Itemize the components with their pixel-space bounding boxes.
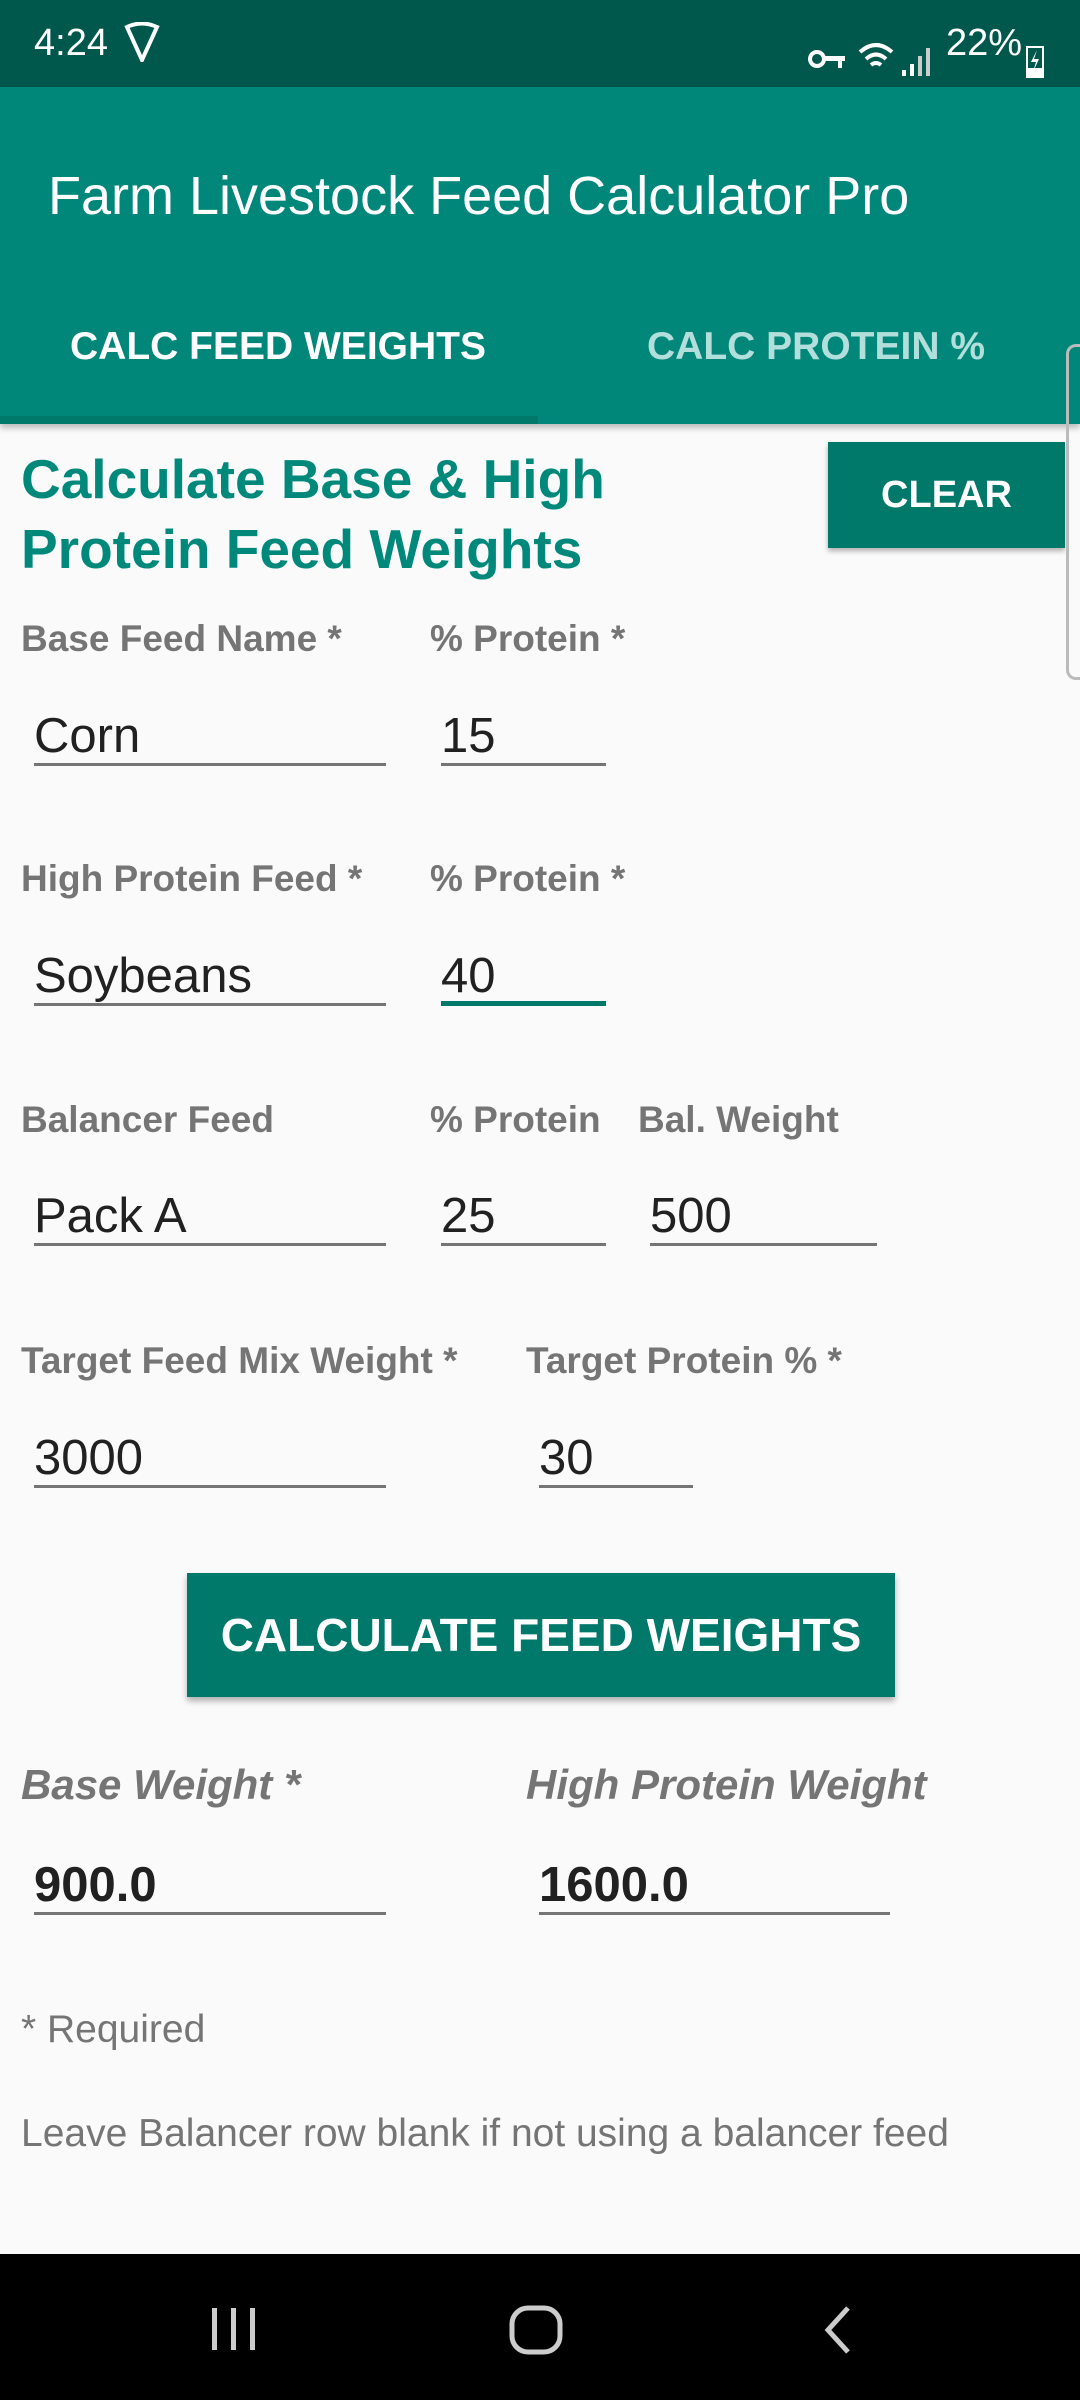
vpn-shield-icon xyxy=(124,22,160,62)
battery-charging-icon xyxy=(1026,46,1044,78)
base-protein-label: % Protein * xyxy=(430,618,626,659)
battery-percent: 22% xyxy=(946,22,1023,64)
bal-weight-input[interactable]: 500 xyxy=(650,1186,877,1246)
high-weight-output: 1600.0 xyxy=(539,1855,890,1915)
target-weight-label: Target Feed Mix Weight * xyxy=(21,1340,458,1381)
base-weight-label: Base Weight * xyxy=(21,1761,301,1808)
clear-button[interactable]: CLEAR xyxy=(828,442,1065,548)
high-weight-label: High Protein Weight xyxy=(526,1761,927,1808)
app-bar: Farm Livestock Feed Calculator Pro CALC … xyxy=(0,87,1080,424)
tab-indicator xyxy=(0,416,538,424)
signal-icon xyxy=(902,48,930,76)
back-icon[interactable] xyxy=(820,2304,856,2356)
high-feed-input[interactable]: Soybeans xyxy=(34,946,386,1006)
balancer-protein-input[interactable]: 25 xyxy=(441,1186,606,1246)
navigation-bar xyxy=(0,2254,1080,2400)
tab-calc-protein[interactable]: CALC PROTEIN % xyxy=(647,325,986,368)
calculate-feed-weights-button[interactable]: CALCULATE FEED WEIGHTS xyxy=(187,1573,895,1697)
key-icon xyxy=(808,50,845,68)
scrollbar[interactable] xyxy=(1066,344,1080,680)
home-icon[interactable] xyxy=(508,2304,564,2356)
recent-apps-icon[interactable] xyxy=(208,2306,260,2352)
wifi-icon xyxy=(858,43,894,67)
target-weight-input[interactable]: 3000 xyxy=(34,1428,386,1488)
required-note: * Required xyxy=(21,2008,206,2051)
balancer-feed-label: Balancer Feed xyxy=(21,1099,274,1140)
status-bar: 4:24 22% xyxy=(0,0,1080,87)
base-feed-label: Base Feed Name * xyxy=(21,618,342,659)
status-time: 4:24 xyxy=(34,22,108,64)
high-feed-label: High Protein Feed * xyxy=(21,858,363,899)
tab-calc-feed-weights[interactable]: CALC FEED WEIGHTS xyxy=(70,325,486,368)
target-protein-label: Target Protein % * xyxy=(526,1340,842,1381)
high-protein-input[interactable]: 40 xyxy=(441,946,606,1006)
target-protein-input[interactable]: 30 xyxy=(539,1428,693,1488)
high-protein-label: % Protein * xyxy=(430,858,626,899)
balancer-note: Leave Balancer row blank if not using a … xyxy=(21,2112,949,2155)
base-weight-output: 900.0 xyxy=(34,1855,386,1915)
base-protein-input[interactable]: 15 xyxy=(441,706,606,766)
balancer-feed-input[interactable]: Pack A xyxy=(34,1186,386,1246)
base-feed-input[interactable]: Corn xyxy=(34,706,386,766)
app-title: Farm Livestock Feed Calculator Pro xyxy=(48,166,910,226)
page-title: Calculate Base & High Protein Feed Weigh… xyxy=(21,448,605,580)
bal-weight-label: Bal. Weight xyxy=(638,1099,839,1140)
balancer-protein-label: % Protein xyxy=(430,1099,601,1140)
